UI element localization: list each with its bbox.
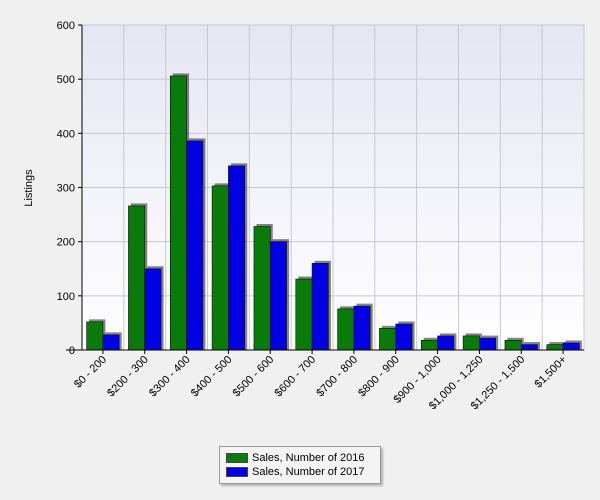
x-tick-label: $300 - 400 — [147, 354, 193, 400]
x-tick-labels: $0 - 200$200 - 300$300 - 400$400 - 500$5… — [72, 354, 569, 413]
bar-2016 — [211, 185, 229, 351]
bar-2017 — [102, 334, 120, 351]
y-tick-label: 500 — [57, 74, 75, 86]
legend-item-2016: Sales, Number of 2016 — [226, 451, 365, 465]
bar-2016 — [86, 321, 104, 351]
bar-2017 — [353, 305, 371, 351]
x-tick-label: $0 - 200 — [72, 354, 109, 391]
y-tick-label: 300 — [57, 183, 75, 195]
y-tick-label: 100 — [57, 291, 75, 303]
legend: Sales, Number of 2016 Sales, Number of 2… — [219, 446, 381, 484]
bar-2016 — [462, 335, 480, 351]
bar-2016 — [253, 226, 271, 351]
legend-label-2017: Sales, Number of 2017 — [252, 466, 365, 478]
bar-2017 — [311, 263, 329, 351]
bars — [86, 73, 582, 351]
bar-2016 — [420, 339, 438, 351]
bar-2016 — [337, 308, 355, 351]
bar-2016 — [128, 205, 146, 351]
bar-2017 — [479, 337, 497, 351]
bar-2017 — [437, 335, 455, 351]
x-tick-label: $600 - 700 — [273, 354, 319, 400]
legend-swatch-2016 — [226, 453, 248, 463]
bar-2016 — [169, 75, 187, 351]
bar-2016 — [379, 328, 397, 351]
y-tick-label: 600 — [57, 20, 75, 32]
bar-2016 — [504, 339, 522, 351]
bar-2017 — [144, 268, 162, 351]
bar-2017 — [228, 165, 246, 351]
x-tick-label: $500 - 600 — [231, 354, 277, 400]
legend-item-2017: Sales, Number of 2017 — [226, 465, 365, 479]
x-tick-label: $400 - 500 — [189, 354, 235, 400]
legend-swatch-2017 — [226, 467, 248, 477]
y-tick-label: 400 — [57, 128, 75, 140]
x-tick-label: $700 - 800 — [314, 354, 360, 400]
x-tick-label: $1,500+ — [532, 354, 569, 391]
axes — [66, 24, 584, 354]
bar-2017 — [395, 323, 413, 351]
bar-2017 — [562, 342, 580, 351]
bar-2017 — [269, 241, 287, 351]
y-tick-label: 200 — [57, 237, 75, 249]
bar-2017 — [520, 344, 538, 351]
y-tick-label: 0 — [69, 345, 75, 357]
y-axis-label: Listings — [23, 169, 35, 207]
bar-2016 — [295, 278, 313, 351]
legend-label-2016: Sales, Number of 2016 — [252, 452, 365, 464]
x-tick-label: $200 - 300 — [105, 354, 151, 400]
y-tick-labels: 0 100 200 300 400 500 600 — [57, 20, 75, 357]
bar-2017 — [186, 140, 204, 351]
bar-2016 — [546, 344, 564, 351]
